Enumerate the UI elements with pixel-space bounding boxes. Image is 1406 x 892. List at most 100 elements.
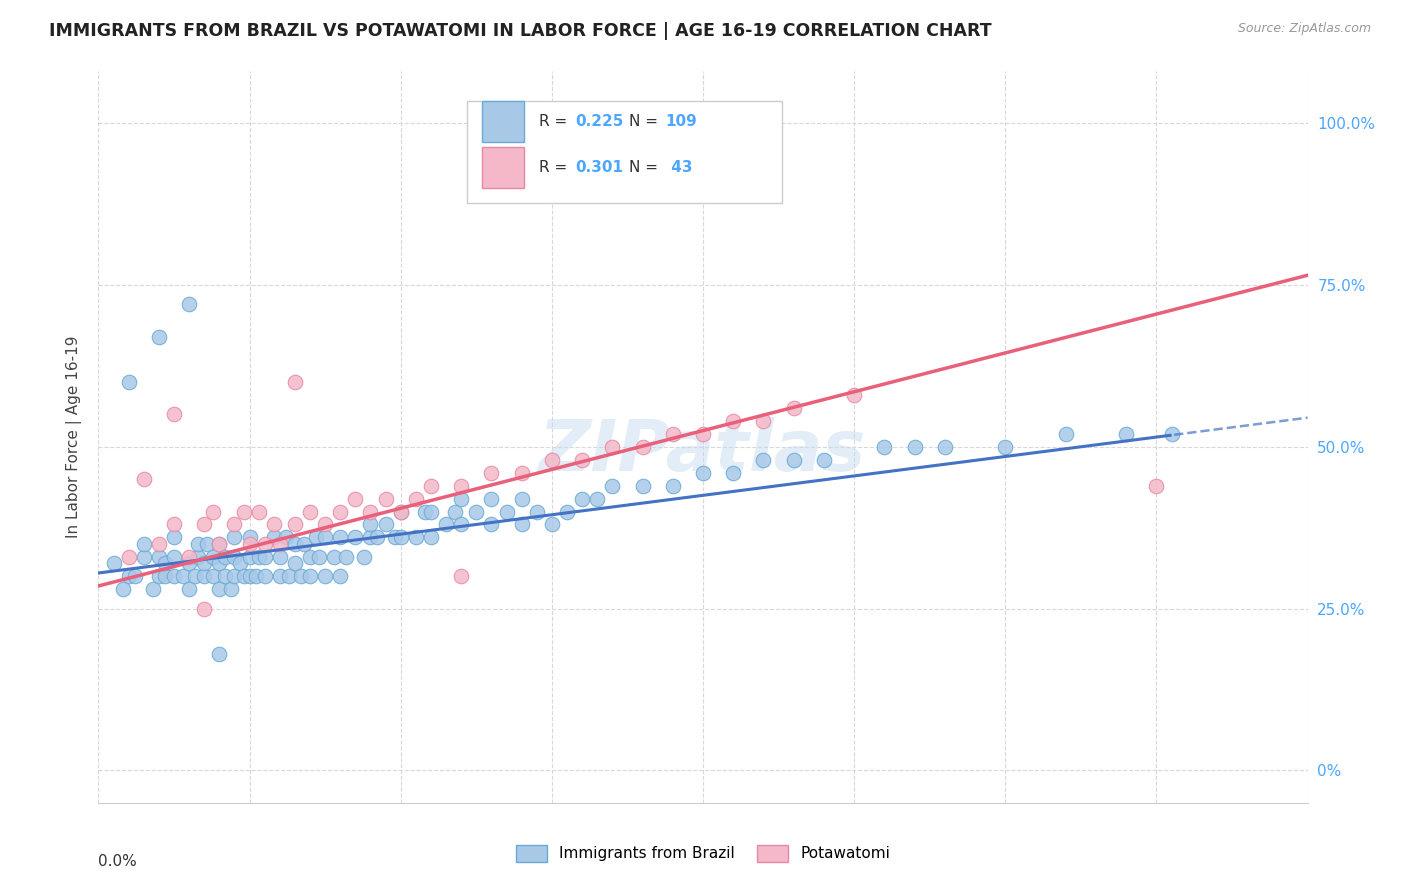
Point bbox=[148, 537, 170, 551]
Point bbox=[420, 504, 443, 518]
Point bbox=[444, 504, 467, 518]
Point bbox=[202, 569, 225, 583]
Point bbox=[384, 530, 406, 544]
Point bbox=[187, 537, 209, 551]
Text: R =: R = bbox=[538, 160, 572, 175]
Point bbox=[366, 530, 388, 544]
Point bbox=[752, 452, 775, 467]
Point bbox=[292, 537, 315, 551]
Point bbox=[193, 601, 215, 615]
Point bbox=[179, 582, 201, 597]
Point bbox=[208, 582, 231, 597]
Text: 0.301: 0.301 bbox=[575, 160, 623, 175]
FancyBboxPatch shape bbox=[482, 147, 524, 187]
Point bbox=[247, 549, 270, 564]
Point bbox=[314, 517, 336, 532]
Point bbox=[344, 491, 367, 506]
Point bbox=[405, 491, 427, 506]
Point bbox=[904, 440, 927, 454]
Point bbox=[118, 569, 141, 583]
Point bbox=[329, 530, 352, 544]
Point bbox=[148, 549, 170, 564]
Point bbox=[1054, 426, 1077, 441]
Point bbox=[172, 569, 194, 583]
Point bbox=[389, 530, 412, 544]
Point bbox=[269, 537, 291, 551]
Point bbox=[450, 517, 472, 532]
Text: R =: R = bbox=[538, 114, 572, 129]
Point bbox=[193, 569, 215, 583]
Point bbox=[247, 504, 270, 518]
Point bbox=[193, 557, 215, 571]
Point bbox=[873, 440, 896, 454]
Point bbox=[465, 504, 488, 518]
Point bbox=[269, 549, 291, 564]
Point bbox=[571, 491, 593, 506]
Point bbox=[284, 557, 307, 571]
Point bbox=[253, 537, 276, 551]
Point bbox=[153, 557, 176, 571]
Text: 0.225: 0.225 bbox=[575, 114, 623, 129]
Point bbox=[239, 530, 262, 544]
Point bbox=[111, 582, 134, 597]
Text: 43: 43 bbox=[665, 160, 692, 175]
Point bbox=[103, 557, 125, 571]
Point bbox=[148, 330, 170, 344]
Point bbox=[239, 569, 262, 583]
Text: N =: N = bbox=[630, 160, 664, 175]
Point bbox=[208, 537, 231, 551]
Point bbox=[269, 569, 291, 583]
Point bbox=[314, 569, 336, 583]
Text: 0.0%: 0.0% bbox=[98, 854, 138, 869]
Point bbox=[124, 569, 146, 583]
Point bbox=[389, 504, 412, 518]
Point bbox=[239, 537, 262, 551]
Point bbox=[118, 375, 141, 389]
Point bbox=[723, 414, 745, 428]
Point bbox=[844, 388, 866, 402]
Point bbox=[323, 549, 346, 564]
Point bbox=[179, 549, 201, 564]
Point bbox=[202, 504, 225, 518]
Text: ZIPatlas: ZIPatlas bbox=[540, 417, 866, 486]
Point bbox=[752, 414, 775, 428]
Point bbox=[661, 478, 683, 492]
Point bbox=[290, 569, 312, 583]
Point bbox=[450, 569, 472, 583]
Point bbox=[329, 504, 352, 518]
Point bbox=[163, 408, 186, 422]
Point bbox=[783, 401, 806, 415]
Point bbox=[434, 517, 457, 532]
Point bbox=[314, 530, 336, 544]
Point bbox=[184, 569, 207, 583]
Point bbox=[299, 549, 322, 564]
Text: 109: 109 bbox=[665, 114, 697, 129]
Point bbox=[692, 466, 714, 480]
Point bbox=[540, 517, 562, 532]
Point bbox=[329, 569, 352, 583]
Point bbox=[299, 569, 322, 583]
Point bbox=[450, 478, 472, 492]
Y-axis label: In Labor Force | Age 16-19: In Labor Force | Age 16-19 bbox=[66, 335, 83, 539]
Point bbox=[1115, 426, 1137, 441]
Point bbox=[994, 440, 1017, 454]
Point bbox=[239, 549, 262, 564]
Point bbox=[214, 569, 236, 583]
Point bbox=[586, 491, 609, 506]
Point bbox=[132, 549, 155, 564]
Point bbox=[510, 466, 533, 480]
Point bbox=[284, 517, 307, 532]
Point bbox=[224, 569, 246, 583]
Point bbox=[224, 530, 246, 544]
Point bbox=[481, 491, 503, 506]
Point bbox=[193, 517, 215, 532]
Point bbox=[148, 569, 170, 583]
Point bbox=[526, 504, 548, 518]
Point bbox=[308, 549, 330, 564]
Point bbox=[510, 491, 533, 506]
Point bbox=[221, 582, 243, 597]
Point bbox=[389, 504, 412, 518]
Point bbox=[224, 549, 246, 564]
Point bbox=[195, 537, 218, 551]
Point bbox=[208, 647, 231, 661]
